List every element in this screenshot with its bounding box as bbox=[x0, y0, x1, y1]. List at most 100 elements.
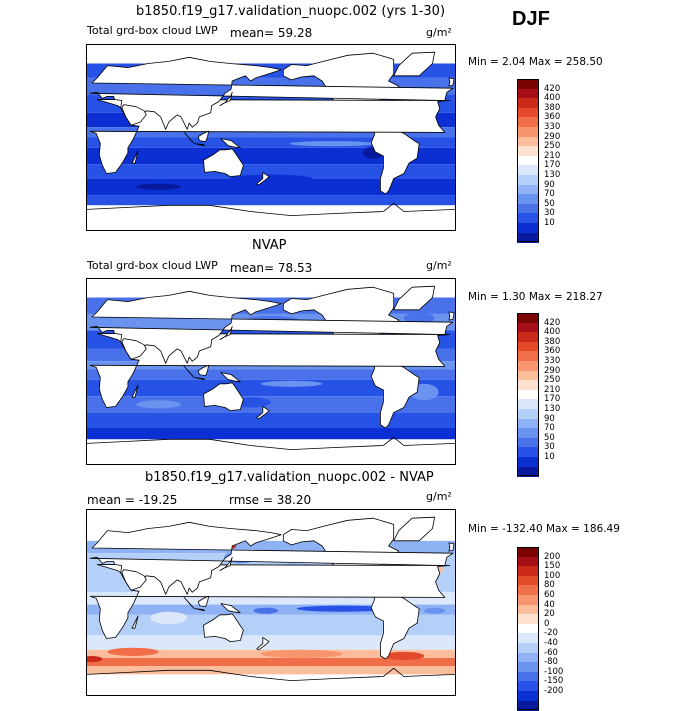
land-eurasia bbox=[89, 56, 454, 130]
land-antarctica bbox=[87, 674, 455, 695]
colorbar-tick-label: -150 bbox=[544, 676, 564, 687]
colorbar-tick-label: 0 bbox=[544, 618, 550, 629]
colorbar-swatch bbox=[517, 175, 539, 185]
field-band bbox=[87, 45, 455, 64]
panel2-units: g/m² bbox=[426, 259, 452, 272]
field-band bbox=[87, 666, 455, 675]
land-uk bbox=[448, 542, 455, 552]
colorbar-swatch bbox=[517, 681, 539, 692]
land-uk bbox=[448, 311, 455, 321]
colorbar-tick-label: -40 bbox=[544, 638, 558, 648]
colorbar-swatch bbox=[517, 361, 539, 371]
colorbar-tick-label: 360 bbox=[544, 346, 561, 357]
colorbar-swatch bbox=[517, 566, 539, 577]
colorbar-swatch bbox=[517, 322, 539, 333]
land-indonesia2 bbox=[195, 143, 205, 147]
colorbar-tick-label: 10 bbox=[544, 452, 555, 462]
colorbar-tick-label: 420 bbox=[544, 83, 561, 94]
colorbar-tick-label: 360 bbox=[544, 112, 561, 123]
field-band bbox=[87, 379, 455, 397]
field-band bbox=[87, 369, 455, 380]
colorbar-tick-label: 170 bbox=[544, 394, 561, 405]
land-australia bbox=[203, 148, 244, 178]
colorbar-swatch bbox=[517, 184, 539, 195]
colorbar-swatch bbox=[517, 595, 539, 605]
colorbar-swatch bbox=[517, 165, 539, 176]
colorbar-tick-label: 10 bbox=[544, 218, 555, 228]
colorbar-tick-label: 90 bbox=[544, 179, 555, 190]
land-indonesia1 bbox=[183, 132, 195, 145]
colorbar-swatch bbox=[517, 155, 539, 166]
colorbar-tick-label: 290 bbox=[544, 365, 561, 376]
colorbar-swatch bbox=[517, 556, 539, 567]
land-newGuinea bbox=[220, 138, 241, 149]
land-newGuinea bbox=[220, 372, 241, 383]
colorbar-swatch bbox=[517, 457, 539, 467]
colorbar-tick-label: 130 bbox=[544, 404, 561, 414]
colorbar-swatch bbox=[517, 351, 539, 362]
land-australia bbox=[203, 382, 244, 412]
season-label: DJF bbox=[512, 8, 550, 30]
colorbar-tick-label: 170 bbox=[544, 160, 561, 171]
panel1-mean: mean= 59.28 bbox=[230, 26, 313, 40]
land-southAmerica bbox=[370, 125, 420, 195]
land-borneo bbox=[198, 364, 209, 376]
panel1-map bbox=[86, 44, 456, 231]
panel3-units: g/m² bbox=[426, 490, 452, 503]
land-japan bbox=[219, 556, 233, 571]
colorbar-frame bbox=[517, 79, 539, 243]
colorbar-swatch bbox=[517, 604, 539, 615]
field-patch bbox=[230, 174, 312, 183]
colorbar-tick-label: 380 bbox=[544, 336, 561, 347]
colorbar-tick-label: 250 bbox=[544, 141, 561, 152]
field-band bbox=[87, 164, 455, 179]
colorbar-swatch bbox=[517, 232, 539, 243]
field-band bbox=[87, 147, 455, 165]
colorbar-swatch bbox=[517, 623, 539, 634]
colorbar-tick-label: 330 bbox=[544, 122, 561, 132]
colorbar-swatch bbox=[517, 223, 539, 233]
colorbar-swatch bbox=[517, 389, 539, 400]
colorbar-swatch bbox=[517, 117, 539, 128]
colorbar-swatch bbox=[517, 409, 539, 419]
field-patch bbox=[289, 141, 376, 147]
field-band bbox=[87, 396, 455, 413]
field-band bbox=[87, 178, 455, 196]
land-greenland bbox=[393, 516, 436, 542]
colorbar-tick-label: 150 bbox=[544, 561, 561, 572]
land-eurasia bbox=[89, 521, 454, 595]
colorbar-tick-label: 70 bbox=[544, 189, 555, 200]
field-band bbox=[87, 412, 455, 429]
colorbar-tick-label: -20 bbox=[544, 628, 558, 639]
land-japan bbox=[219, 325, 233, 340]
land-uk bbox=[448, 77, 455, 87]
land-indonesia1 bbox=[183, 597, 195, 610]
colorbar-swatch bbox=[517, 662, 539, 673]
land-africa bbox=[89, 99, 451, 174]
panel1-variable-label: Total grd-box cloud LWP bbox=[87, 24, 218, 37]
land-newGuinea bbox=[220, 603, 241, 614]
colorbar-swatch bbox=[517, 643, 539, 653]
colorbar-tick-label: 50 bbox=[544, 432, 555, 443]
panel3-map bbox=[86, 509, 456, 696]
land-newZealand bbox=[256, 406, 270, 420]
field-patch bbox=[136, 400, 182, 409]
field-patch bbox=[150, 611, 188, 625]
colorbar-tick-label: 400 bbox=[544, 327, 561, 338]
colorbar-swatch bbox=[517, 547, 539, 557]
colorbar-tick-label: 380 bbox=[544, 102, 561, 113]
colorbar-swatch bbox=[517, 691, 539, 701]
colorbar-swatch bbox=[517, 136, 539, 147]
colorbar-tick-label: 130 bbox=[544, 170, 561, 180]
panel2-mean: mean= 78.53 bbox=[230, 261, 313, 275]
colorbar-swatch bbox=[517, 213, 539, 224]
colorbar-swatch bbox=[517, 146, 539, 157]
colorbar-swatch bbox=[517, 127, 539, 137]
land-borneo bbox=[198, 595, 209, 607]
colorbar-swatch bbox=[517, 575, 539, 586]
colorbar-swatch bbox=[517, 341, 539, 352]
land-arabia bbox=[121, 338, 147, 360]
colorbar-swatch bbox=[517, 614, 539, 625]
colorbar-tick-label: 210 bbox=[544, 150, 561, 161]
field-band bbox=[87, 279, 455, 298]
